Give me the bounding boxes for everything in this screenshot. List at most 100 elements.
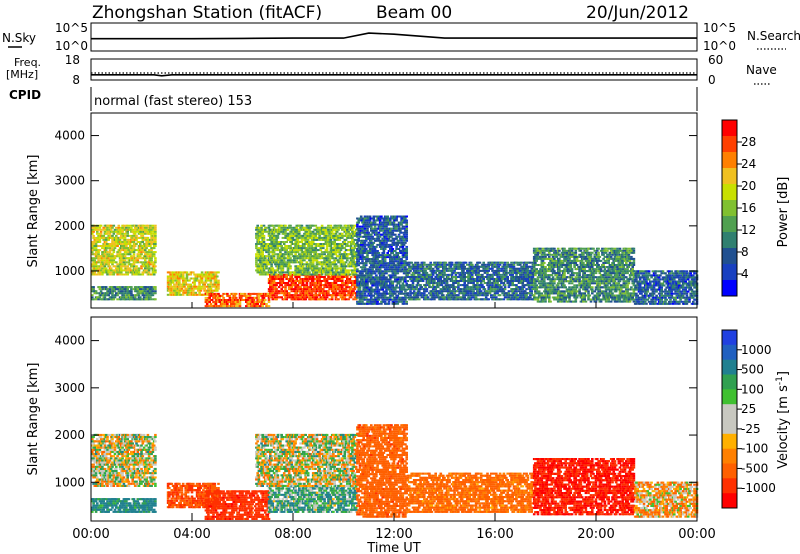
heatmap-cell — [126, 232, 129, 235]
heatmap-cell — [221, 294, 224, 297]
heatmap-cell — [296, 251, 300, 254]
heatmap-cell — [322, 245, 325, 247]
heatmap-cell — [281, 278, 285, 280]
heatmap-cell — [416, 296, 420, 299]
heatmap-cell — [375, 229, 378, 232]
heatmap-cell — [104, 286, 108, 289]
heatmap-cell — [209, 303, 213, 305]
heatmap-cell — [366, 256, 369, 259]
heatmap-cell — [274, 296, 277, 299]
heatmap-cell — [387, 264, 391, 267]
heatmap-cell — [265, 305, 268, 308]
nsearch-tick-bottom: 10^0 — [703, 39, 736, 53]
heatmap-cell — [373, 290, 377, 293]
heatmap-cell — [101, 271, 104, 274]
heatmap-cell — [116, 253, 119, 256]
heatmap-cell — [372, 219, 376, 222]
heatmap-cell — [123, 234, 127, 237]
heatmap-cell — [261, 255, 264, 258]
heatmap-cell — [359, 284, 363, 287]
heatmap-cell — [291, 282, 295, 284]
heatmap-cell — [353, 288, 357, 291]
heatmap-cell — [112, 273, 116, 276]
heatmap-cell — [375, 254, 378, 257]
heatmap-cell — [299, 255, 302, 258]
heatmap-cell — [315, 238, 319, 241]
trace-line — [91, 32, 697, 40]
heatmap-cell — [238, 305, 242, 308]
heatmap-cell — [378, 227, 382, 230]
heatmap-cell — [115, 226, 118, 229]
heatmap-cell — [395, 298, 398, 301]
heatmap-cell — [309, 226, 312, 229]
heatmap-cell — [214, 279, 218, 282]
heatmap-cell — [390, 235, 393, 238]
heatmap-cell — [363, 241, 367, 244]
heatmap-cell — [174, 275, 177, 278]
heatmap-cell — [294, 273, 297, 276]
heatmap-cell — [324, 234, 328, 237]
heatmap-cell — [376, 292, 379, 295]
heatmap-cell — [150, 251, 153, 254]
heatmap-cell — [296, 294, 300, 297]
heatmap-cell — [301, 255, 305, 258]
heatmap-cell — [99, 232, 103, 235]
heatmap-cell — [387, 280, 391, 283]
heatmap-cell — [319, 263, 323, 266]
heatmap-cell — [121, 232, 124, 235]
heatmap-cell — [325, 257, 329, 260]
heatmap-cell — [123, 292, 127, 295]
heatmap-cell — [274, 263, 277, 266]
heatmap-cell — [181, 279, 185, 282]
heatmap-cell — [306, 294, 310, 297]
heatmap-cell — [424, 271, 427, 274]
heatmap-cell — [346, 294, 349, 297]
heatmap-cell — [290, 226, 294, 229]
heatmap-cell — [320, 224, 324, 227]
heatmap-cell — [424, 273, 427, 276]
heatmap-cell — [367, 276, 371, 279]
heatmap-cell — [341, 278, 344, 280]
heatmap-cell — [282, 255, 286, 258]
heatmap-cell — [407, 267, 411, 270]
heatmap-cell — [363, 221, 367, 224]
heatmap-cell — [330, 230, 334, 233]
heatmap-cell — [400, 237, 403, 240]
heatmap-cell — [174, 285, 177, 288]
heatmap-cell — [284, 261, 287, 264]
heatmap-cell — [135, 265, 138, 268]
heatmap-cell — [376, 288, 379, 291]
heatmap-cell — [137, 269, 141, 272]
heatmap-cell — [362, 219, 365, 222]
heatmap-cell — [323, 251, 326, 254]
heatmap-cell — [145, 286, 148, 289]
heatmap-cell — [337, 249, 340, 252]
heatmap-cell — [260, 243, 263, 245]
heatmap-cell — [293, 259, 296, 262]
heatmap-cell — [275, 288, 278, 291]
heatmap-cell — [346, 255, 349, 258]
heatmap-cell — [438, 282, 441, 284]
heatmap-cell — [111, 292, 114, 295]
heatmap-cell — [309, 232, 312, 235]
heatmap-cell — [291, 278, 295, 280]
heatmap-cell — [109, 271, 113, 274]
freq-frame — [90, 58, 698, 81]
heatmap-cell — [361, 278, 364, 281]
heatmap-cell — [103, 263, 107, 266]
heatmap-cell — [184, 279, 187, 282]
heatmap-cell — [185, 277, 189, 280]
heatmap-cell — [306, 269, 310, 272]
heatmap-cell — [301, 288, 305, 291]
heatmap-cell — [261, 253, 264, 256]
heatmap-cell — [298, 298, 301, 301]
heatmap-cell — [277, 241, 281, 243]
heatmap-cell — [351, 247, 354, 250]
heatmap-cell — [255, 228, 258, 231]
heatmap-cell — [280, 292, 283, 295]
heatmap-cell — [314, 247, 318, 250]
heatmap-cell — [349, 261, 353, 264]
heatmap-cell — [97, 259, 100, 262]
heatmap-cell — [212, 273, 215, 276]
heatmap-cell — [287, 238, 291, 241]
